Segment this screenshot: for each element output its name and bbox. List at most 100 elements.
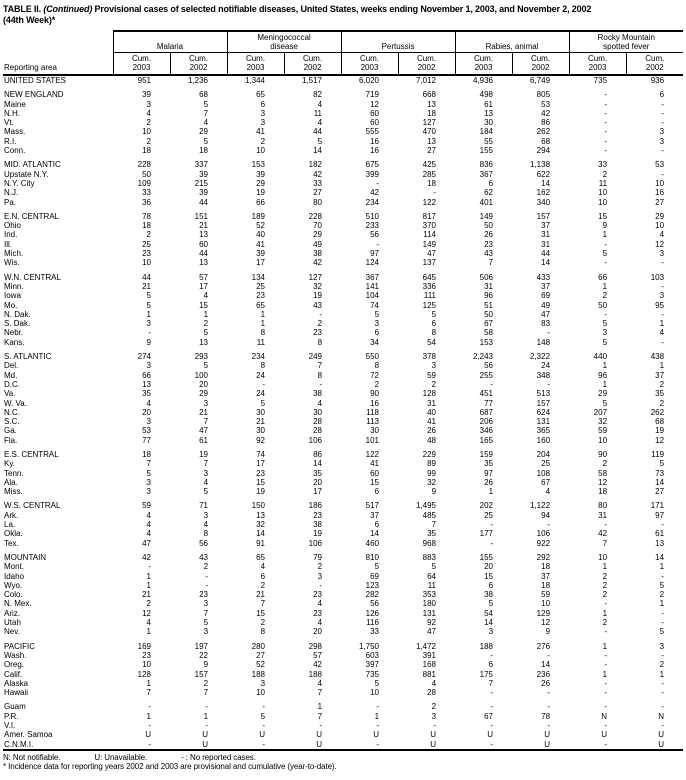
reporting-area-cell: MOUNTAIN <box>4 552 47 562</box>
value-cell: 11 <box>598 178 608 188</box>
cum-year-header: Cum. 2002 <box>283 52 342 76</box>
value-cell: 1 <box>659 599 665 609</box>
value-cell: 4 <box>146 618 151 628</box>
value-cell: - <box>148 739 151 749</box>
value-cell: 4 <box>203 520 209 530</box>
cum-year-header: Cum. 2003 <box>112 52 170 76</box>
value-cell: 204 <box>536 449 551 459</box>
value-cell: 8 <box>203 529 209 539</box>
value-cell: 49 <box>541 300 551 310</box>
reporting-area-cell: Mich. <box>4 249 24 259</box>
value-cell: - <box>604 650 608 660</box>
value-cell: - <box>604 309 608 319</box>
reporting-area-cell: S.C. <box>4 417 20 427</box>
reporting-area-cell: Oreg. <box>4 660 25 670</box>
value-cell: 77 <box>142 435 151 445</box>
value-cell: 285 <box>422 169 437 179</box>
value-cell: 13 <box>256 510 266 520</box>
reporting-area-cell: S. ATLANTIC <box>4 352 52 362</box>
value-cell: 1,495 <box>415 501 437 511</box>
table-row: PACIFIC 169 197 280 298 1,750 1,472 188 276 1 3 <box>3 642 683 651</box>
value-cell: 54 <box>427 337 437 347</box>
reporting-area-cell: Ariz. <box>4 608 20 618</box>
value-cell: 3 <box>431 361 437 371</box>
reporting-area-cell: Minn. <box>4 281 24 291</box>
value-cell: 5 <box>203 487 209 497</box>
table-row: La. 4 4 32 38 6 7 - - - - <box>3 520 683 529</box>
value-cell: 71 <box>199 501 209 511</box>
value-cell: 12 <box>655 239 665 249</box>
value-cell: 14 <box>655 552 665 562</box>
value-cell: - <box>661 258 665 268</box>
value-cell: 97 <box>655 510 665 520</box>
value-cell: 122 <box>365 449 380 459</box>
table-row: R.I. 2 5 2 5 16 13 55 68 - 3 <box>3 137 683 146</box>
reporting-area-cell: D.C. <box>4 379 20 389</box>
value-cell: 3 <box>146 477 151 487</box>
value-cell: 6 <box>659 90 665 100</box>
value-cell: 50 <box>484 309 494 319</box>
value-cell: 151 <box>194 211 209 221</box>
value-cell: 113 <box>366 417 380 427</box>
value-cell: 39 <box>199 188 209 198</box>
value-cell: 59 <box>427 370 437 380</box>
value-cell: 83 <box>541 319 551 329</box>
value-cell: - <box>205 580 209 590</box>
value-cell: 43 <box>313 300 323 310</box>
value-cell: 35 <box>313 468 323 478</box>
value-cell: 687 <box>479 407 494 417</box>
value-cell: 129 <box>536 608 551 618</box>
reporting-area-cell: Wyo. <box>4 580 23 590</box>
reporting-area-cell: Tex. <box>4 538 19 548</box>
value-cell: U <box>658 739 665 749</box>
value-cell: 33 <box>313 178 323 188</box>
value-cell: 10 <box>598 435 608 445</box>
value-cell: 228 <box>137 160 151 170</box>
table-title-number: TABLE II. <box>3 4 41 14</box>
value-cell: 14 <box>313 146 323 156</box>
value-cell: 26 <box>541 678 551 688</box>
value-cell: 64 <box>427 571 437 581</box>
value-cell: 8 <box>374 361 380 371</box>
value-cell: 498 <box>479 90 494 100</box>
value-cell: 68 <box>199 90 209 100</box>
value-cell: 6 <box>431 319 437 329</box>
value-cell: 157 <box>194 669 209 679</box>
value-cell: 131 <box>422 608 437 618</box>
reporting-area-cell: Mont. <box>4 562 25 572</box>
value-cell: 6 <box>260 99 266 109</box>
reporting-area-cell: Upstate N.Y. <box>4 169 49 179</box>
value-cell: 12 <box>655 435 665 445</box>
reporting-area-cell: Wash. <box>4 650 27 660</box>
value-cell: - <box>604 688 608 698</box>
value-cell: 31 <box>541 239 551 249</box>
column-group-header: Pertussis <box>340 30 456 53</box>
reporting-area-cell: Ga. <box>4 426 17 436</box>
value-cell: 32 <box>313 281 323 291</box>
value-cell: 3 <box>260 108 266 118</box>
value-cell: 1,344 <box>244 76 266 85</box>
column-group-header: Rabies, animal <box>454 30 570 53</box>
value-cell: 124 <box>365 258 380 268</box>
value-cell: 24 <box>541 361 551 371</box>
value-cell: 6 <box>260 571 266 581</box>
value-cell: 41 <box>370 459 380 469</box>
reporting-area-cell: Iowa <box>4 291 21 301</box>
value-cell: 155 <box>479 146 494 156</box>
table-row: Wash. 23 22 27 57 603 391 - - - - <box>3 651 683 660</box>
value-cell: 292 <box>536 552 551 562</box>
value-cell: 5 <box>374 309 380 319</box>
reporting-area-cell: Md. <box>4 370 18 380</box>
value-cell: 3 <box>659 136 665 146</box>
value-cell: 4 <box>146 398 151 408</box>
value-cell: 61 <box>484 99 494 109</box>
value-cell: 3 <box>203 510 209 520</box>
table-row: Pa. 36 44 66 80 234 122 401 340 10 27 <box>3 198 683 207</box>
value-cell: 31 <box>484 281 494 291</box>
value-cell: 18 <box>427 108 437 118</box>
value-cell: 119 <box>651 449 665 459</box>
value-cell: 25 <box>484 510 494 520</box>
value-cell: 53 <box>142 426 151 436</box>
value-cell: 10 <box>598 197 608 207</box>
value-cell: 32 <box>598 417 608 427</box>
